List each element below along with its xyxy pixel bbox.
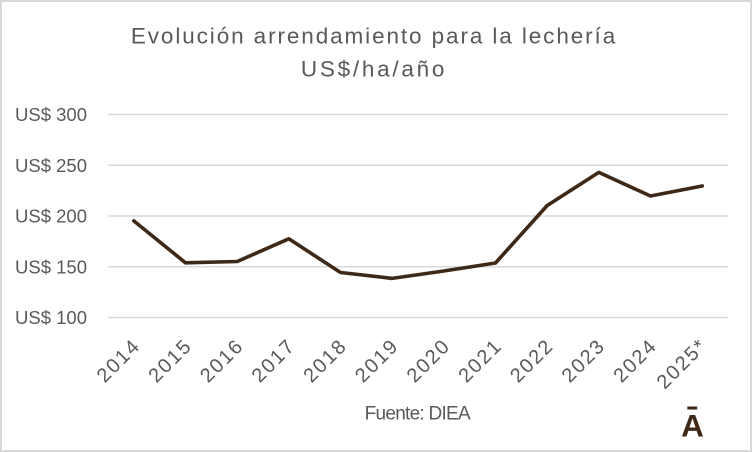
svg-text:A: A (681, 407, 704, 443)
svg-text:Evolución arrendamiento para l: Evolución arrendamiento para la lechería (131, 23, 617, 48)
svg-text:US$ 300: US$ 300 (15, 104, 87, 125)
svg-text:US$ 100: US$ 100 (15, 307, 87, 328)
svg-text:Fuente: DIEA: Fuente: DIEA (365, 404, 471, 425)
svg-text:US$ 250: US$ 250 (15, 155, 87, 176)
svg-text:US$/ha/año: US$/ha/año (301, 56, 447, 81)
svg-text:US$ 200: US$ 200 (15, 206, 87, 227)
svg-text:US$ 150: US$ 150 (15, 256, 87, 277)
